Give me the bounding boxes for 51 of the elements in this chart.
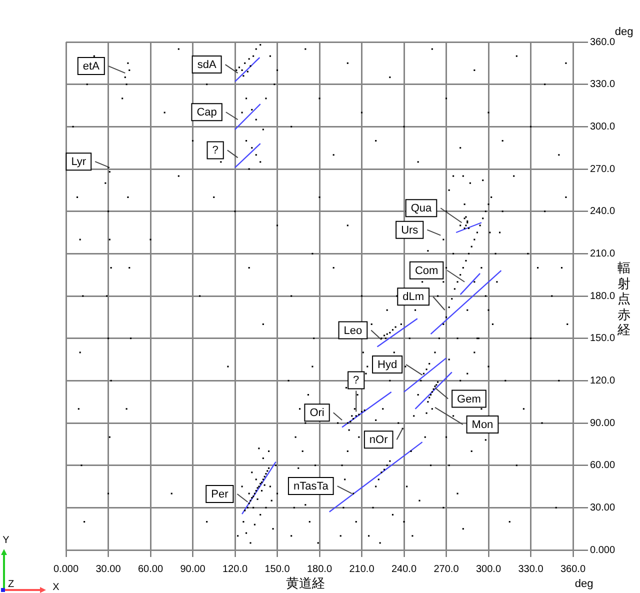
x-tick-label: 360.0 [560, 564, 586, 575]
y-tick-label: 90.00 [590, 418, 616, 429]
annotation: Per [211, 488, 229, 501]
x-axis-title: 黄道経 [286, 576, 325, 592]
x-tick-label: 240.0 [391, 564, 417, 575]
y-tick-label: 30.00 [590, 502, 616, 514]
annotation: Mon [472, 419, 494, 432]
x-tick-label: 0.000 [53, 564, 79, 575]
annotation: nOr [369, 434, 388, 446]
annotation: Com [414, 264, 438, 277]
annotation: ? [353, 374, 360, 387]
x-tick-label: 330.0 [518, 564, 544, 575]
y-tick-label: 300.0 [590, 121, 616, 132]
y-tick-label: 0.000 [590, 544, 616, 556]
text: Y [2, 534, 10, 546]
annotation: nTasTa [293, 480, 330, 493]
x-tick-label: 180.0 [306, 564, 332, 575]
text: Z [8, 578, 14, 590]
annotation: etA [82, 60, 100, 73]
x-tick-label: 120.0 [222, 564, 248, 575]
x-tick-label: 90.00 [180, 564, 206, 575]
text: X [52, 582, 60, 593]
x-tick-label: 270.0 [434, 564, 460, 575]
y-tick-label: 120.0 [590, 375, 616, 386]
x-tick-label: 30.00 [96, 564, 122, 575]
y-tick-label: 60.00 [590, 460, 616, 472]
x-tick-label: 300.0 [476, 564, 502, 575]
y-tick-label: 240.0 [590, 206, 616, 218]
annotation: ? [212, 144, 218, 157]
y-tick-label: 150.0 [590, 333, 616, 344]
y-tick-label: 330.0 [590, 79, 616, 90]
x-tick-label: 210.0 [349, 564, 375, 575]
y-axis-title: 輻射点赤経 [617, 261, 631, 338]
annotation: Ori [310, 407, 324, 420]
text: deg [614, 26, 634, 38]
annotation: Leo [344, 324, 362, 337]
annotation: dLm [402, 291, 424, 304]
annotation: sdA [197, 59, 217, 72]
text: deg [574, 578, 594, 590]
annotation: Urs [401, 224, 419, 236]
y-tick-label: 360.0 [590, 36, 616, 48]
annotation: Hyd [378, 359, 398, 372]
annotation: Lyr [71, 156, 86, 168]
annotation: Gem [457, 393, 481, 406]
x-tick-label: 60.00 [138, 564, 164, 575]
x-tick-label: 150.0 [264, 564, 290, 575]
y-tick-label: 270.0 [590, 164, 616, 175]
annotation: Qua [410, 202, 433, 215]
annotation: Cap [196, 106, 217, 119]
y-tick-label: 210.0 [590, 248, 616, 260]
y-tick-label: 180.0 [590, 290, 616, 302]
